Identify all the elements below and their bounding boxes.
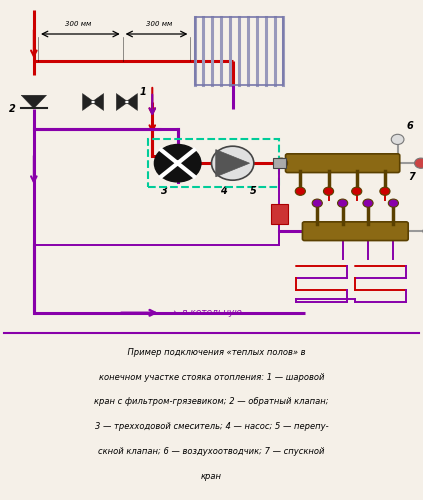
Circle shape (295, 187, 305, 196)
Circle shape (275, 158, 288, 168)
Polygon shape (126, 94, 137, 110)
Text: 3: 3 (161, 186, 168, 196)
Text: кран с фильтром-грязевиком; 2 — обратный клапан;: кран с фильтром-грязевиком; 2 — обратный… (94, 398, 329, 406)
Circle shape (125, 100, 129, 103)
Circle shape (212, 146, 254, 180)
Text: 2: 2 (8, 104, 15, 114)
Polygon shape (216, 150, 250, 177)
Text: скной клапан; 6 — воздухоотводчик; 7 — спускной: скной клапан; 6 — воздухоотводчик; 7 — с… (98, 447, 325, 456)
Circle shape (91, 100, 95, 103)
Text: 300 мм: 300 мм (65, 21, 91, 27)
Bar (273, 158, 286, 168)
Bar (148, 140, 279, 187)
Circle shape (388, 199, 398, 207)
Text: Пример подключения «теплых полов» в: Пример подключения «теплых полов» в (117, 348, 306, 357)
Polygon shape (116, 94, 128, 110)
Text: 3 — трехходовой смеситель; 4 — насос; 5 — перепу-: 3 — трехходовой смеситель; 4 — насос; 5 … (95, 422, 328, 431)
Text: 1: 1 (140, 87, 146, 97)
Text: 300 мм: 300 мм (146, 21, 172, 27)
Text: 5: 5 (250, 186, 256, 196)
Polygon shape (92, 94, 104, 110)
Text: кран: кран (201, 472, 222, 481)
Circle shape (324, 187, 334, 196)
Text: 7: 7 (408, 172, 415, 182)
FancyBboxPatch shape (286, 154, 400, 172)
Text: 6: 6 (406, 121, 413, 131)
Text: конечном участке стояка отопления: 1 — шаровой: конечном участке стояка отопления: 1 — ш… (99, 372, 324, 382)
Circle shape (363, 199, 373, 207)
Polygon shape (82, 94, 94, 110)
Bar (271, 204, 288, 225)
Circle shape (338, 199, 348, 207)
Polygon shape (21, 95, 47, 108)
Circle shape (380, 187, 390, 196)
Circle shape (391, 134, 404, 144)
Circle shape (352, 187, 362, 196)
Text: →  в котельную: → в котельную (169, 308, 242, 318)
Circle shape (312, 199, 322, 207)
Circle shape (154, 144, 201, 182)
Text: 4: 4 (220, 186, 227, 196)
Circle shape (415, 158, 423, 168)
FancyBboxPatch shape (302, 222, 408, 240)
